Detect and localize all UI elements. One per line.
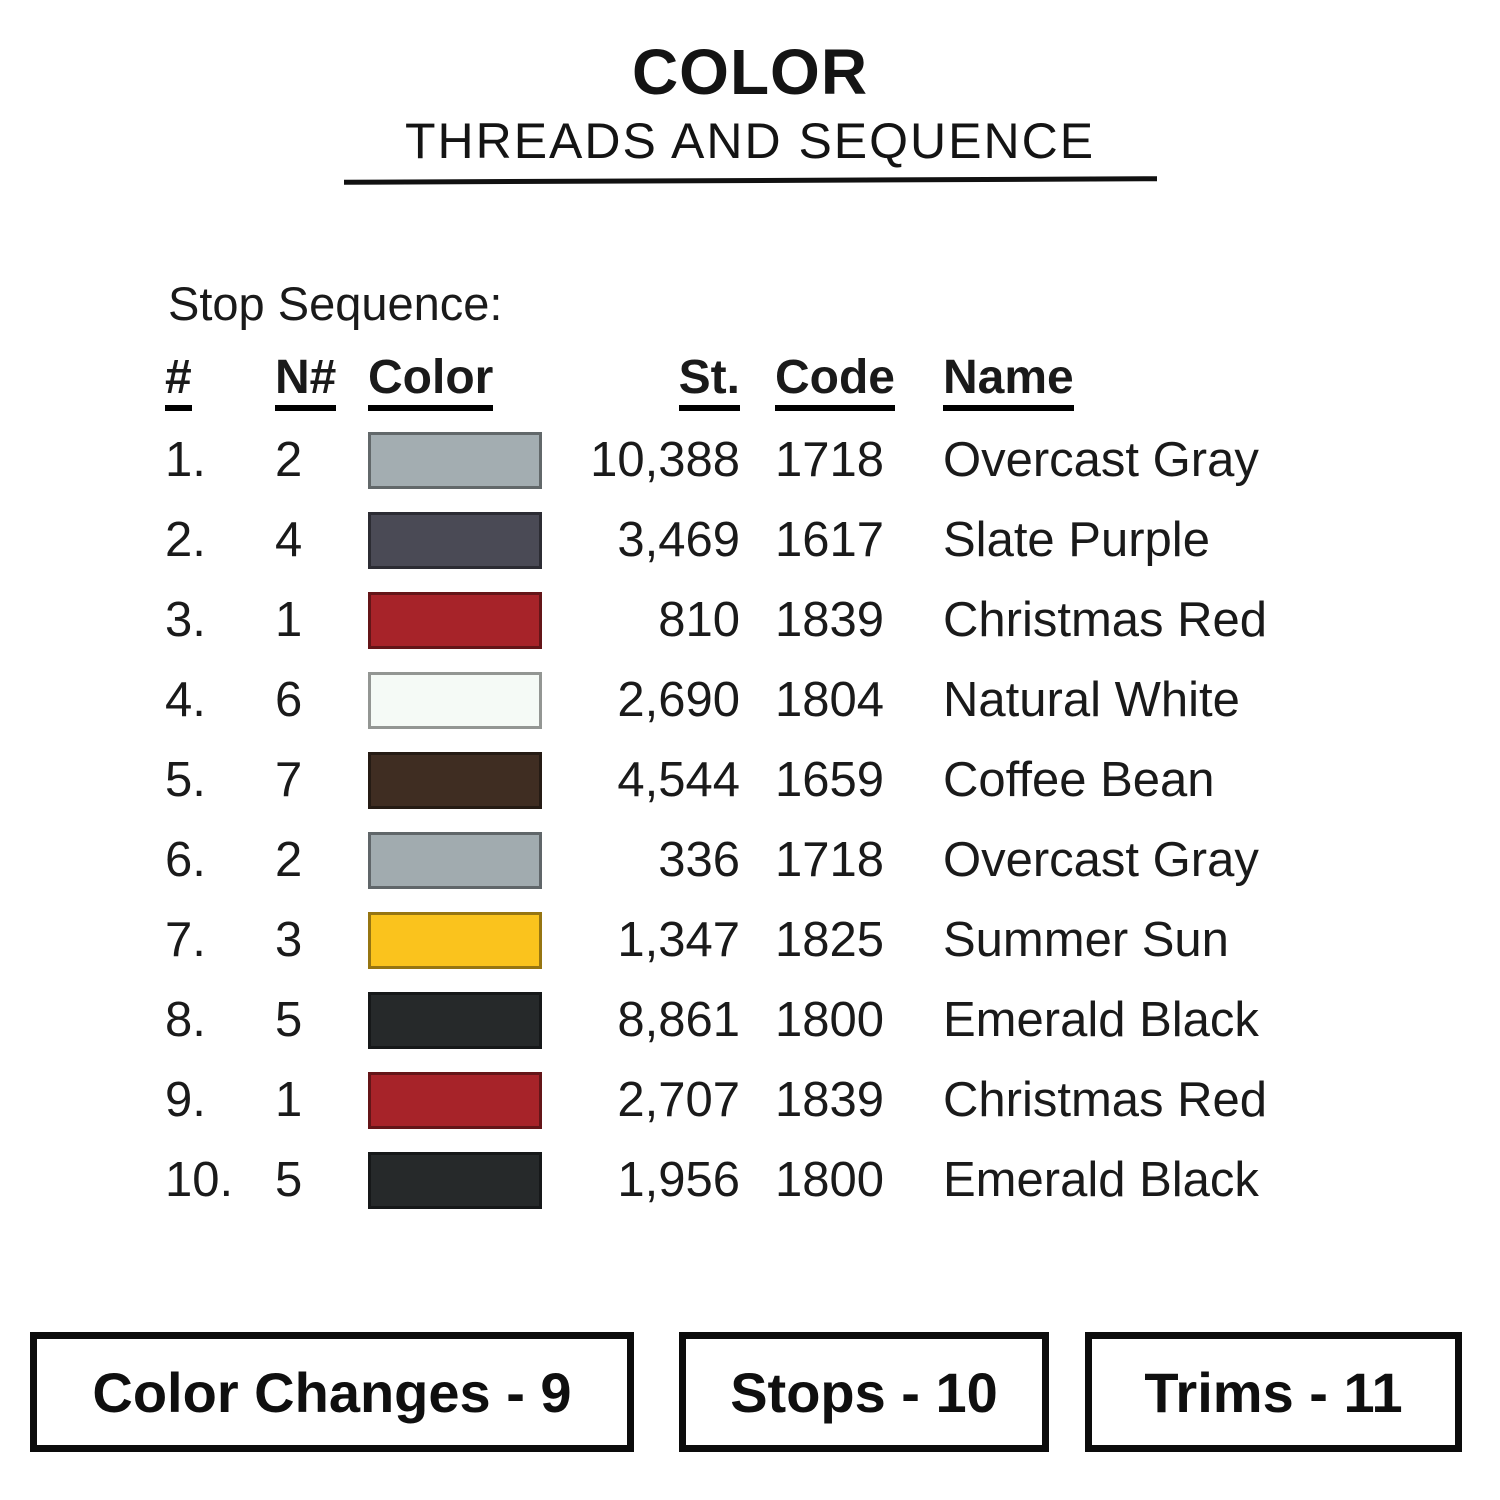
stitch-count: 10,388 <box>590 433 740 487</box>
swatch-cell <box>368 911 545 969</box>
stitch-count: 4,544 <box>617 753 740 807</box>
header-stitches: St. <box>545 350 740 411</box>
title-block: COLOR THREADS AND SEQUENCE <box>0 36 1500 185</box>
thread-code: 1825 <box>775 913 885 967</box>
thread-name: Emerald Black <box>943 993 1259 1047</box>
thread-color-swatch <box>368 1151 542 1209</box>
row-number: 2. <box>165 513 206 567</box>
swatch-cell <box>368 511 545 569</box>
needle-number: 5 <box>275 993 303 1047</box>
header-name: Name <box>915 350 1267 411</box>
thread-color-swatch <box>368 751 542 809</box>
thread-code: 1839 <box>775 593 885 647</box>
stitch-count: 1,956 <box>617 1153 740 1207</box>
stitch-count: 2,690 <box>617 673 740 727</box>
swatch-cell <box>368 591 545 649</box>
table-row: 10. 5 1,956 1800 Emerald Black <box>165 1140 1267 1220</box>
thread-color-swatch <box>368 671 542 729</box>
header-number: # <box>165 350 275 411</box>
header-color: Color <box>368 350 545 411</box>
thread-name: Christmas Red <box>943 1073 1268 1127</box>
needle-number: 6 <box>275 673 303 727</box>
needle-number: 1 <box>275 593 303 647</box>
needle-number: 1 <box>275 1073 303 1127</box>
color-changes-box: Color Changes - 9 <box>30 1332 634 1452</box>
needle-number: 7 <box>275 753 303 807</box>
table-row: 5. 7 4,544 1659 Coffee Bean <box>165 740 1267 820</box>
thread-name: Natural White <box>943 673 1240 727</box>
thread-color-swatch <box>368 911 542 969</box>
thread-code: 1839 <box>775 1073 885 1127</box>
table-row: 8. 5 8,861 1800 Emerald Black <box>165 980 1267 1060</box>
thread-sequence-table: # N# Color St. Code Name 1. 2 10,388 171… <box>165 350 1267 1220</box>
thread-code: 1804 <box>775 673 885 727</box>
swatch-cell <box>368 671 545 729</box>
thread-code: 1800 <box>775 993 885 1047</box>
table-row: 3. 1 810 1839 Christmas Red <box>165 580 1267 660</box>
table-row: 1. 2 10,388 1718 Overcast Gray <box>165 420 1267 500</box>
stitch-count: 810 <box>658 593 740 647</box>
thread-color-swatch <box>368 831 542 889</box>
swatch-cell <box>368 991 545 1049</box>
page-subtitle: THREADS AND SEQUENCE <box>404 113 1096 169</box>
stops-box: Stops - 10 <box>679 1332 1049 1452</box>
thread-code: 1617 <box>775 513 885 567</box>
stitch-count: 8,861 <box>617 993 740 1047</box>
swatch-cell <box>368 831 545 889</box>
stop-sequence-heading: Stop Sequence: <box>168 277 503 330</box>
thread-name: Overcast Gray <box>943 833 1259 887</box>
needle-number: 5 <box>275 1153 303 1207</box>
stitch-count: 2,707 <box>617 1073 740 1127</box>
thread-color-swatch <box>368 991 542 1049</box>
row-number: 6. <box>165 833 206 887</box>
table-row: 4. 6 2,690 1804 Natural White <box>165 660 1267 740</box>
thread-name: Coffee Bean <box>943 753 1215 807</box>
table-row: 6. 2 336 1718 Overcast Gray <box>165 820 1267 900</box>
row-number: 5. <box>165 753 206 807</box>
row-number: 7. <box>165 913 206 967</box>
thread-name: Summer Sun <box>943 913 1229 967</box>
thread-name: Emerald Black <box>943 1153 1259 1207</box>
header-needle: N# <box>275 350 368 411</box>
thread-color-swatch <box>368 511 542 569</box>
stitch-count: 336 <box>658 833 740 887</box>
table-row: 7. 3 1,347 1825 Summer Sun <box>165 900 1267 980</box>
thread-name: Slate Purple <box>943 513 1210 567</box>
thread-code: 1659 <box>775 753 885 807</box>
stitch-count: 1,347 <box>617 913 740 967</box>
swatch-cell <box>368 751 545 809</box>
table-row: 2. 4 3,469 1617 Slate Purple <box>165 500 1267 580</box>
header-code: Code <box>740 350 915 411</box>
row-number: 8. <box>165 993 206 1047</box>
row-number: 1. <box>165 433 206 487</box>
thread-name: Overcast Gray <box>943 433 1259 487</box>
needle-number: 4 <box>275 513 303 567</box>
row-number: 4. <box>165 673 206 727</box>
title-underline <box>343 176 1157 185</box>
table-body: 1. 2 10,388 1718 Overcast Gray 2. 4 3,46… <box>165 420 1267 1220</box>
needle-number: 2 <box>275 433 303 487</box>
table-header-row: # N# Color St. Code Name <box>165 350 1267 414</box>
page-title: COLOR <box>631 36 869 108</box>
thread-name: Christmas Red <box>943 593 1268 647</box>
swatch-cell <box>368 431 545 489</box>
thread-color-swatch <box>368 1071 542 1129</box>
swatch-cell <box>368 1151 545 1209</box>
thread-code: 1718 <box>775 833 885 887</box>
row-number: 3. <box>165 593 206 647</box>
thread-color-swatch <box>368 591 542 649</box>
stitch-count: 3,469 <box>617 513 740 567</box>
thread-color-swatch <box>368 431 542 489</box>
row-number: 9. <box>165 1073 206 1127</box>
needle-number: 3 <box>275 913 303 967</box>
trims-box: Trims - 11 <box>1085 1332 1462 1452</box>
needle-number: 2 <box>275 833 303 887</box>
thread-code: 1718 <box>775 433 885 487</box>
swatch-cell <box>368 1071 545 1129</box>
row-number: 10. <box>165 1153 234 1207</box>
thread-code: 1800 <box>775 1153 885 1207</box>
table-row: 9. 1 2,707 1839 Christmas Red <box>165 1060 1267 1140</box>
